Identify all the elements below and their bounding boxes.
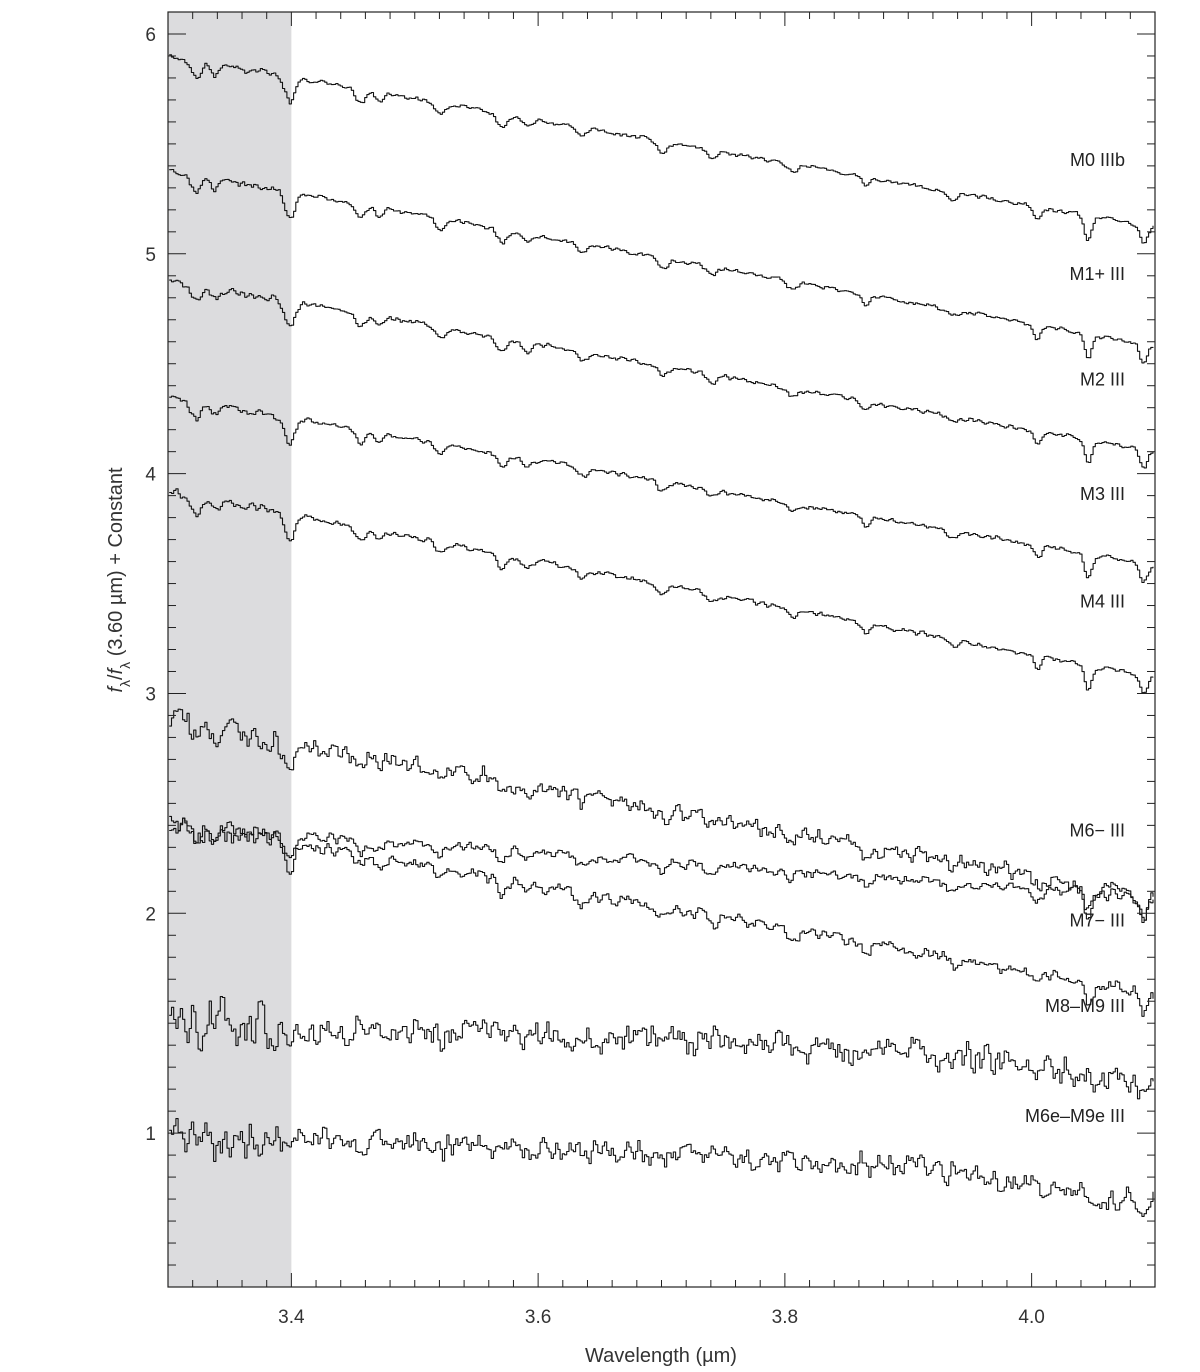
shaded-band-layer <box>168 12 292 1287</box>
y-tick-label: 2 <box>145 904 156 925</box>
x-tick-label: 4.0 <box>1018 1307 1044 1328</box>
spectrum-line <box>169 54 1154 244</box>
spectrum-line <box>169 708 1154 924</box>
y-tick-label: 5 <box>145 245 156 266</box>
shaded-region <box>168 12 292 1287</box>
y-tick-labels: 1 2 3 4 5 6 <box>145 25 156 1145</box>
spectrum-line <box>169 488 1154 694</box>
spectrum-line <box>169 168 1154 364</box>
series-label: M7− III <box>1069 910 1125 930</box>
series-label: M6e–M9e III <box>1025 1106 1125 1126</box>
series-label: M0 IIIb <box>1070 150 1125 170</box>
spectrum-line <box>169 279 1154 469</box>
x-tick-labels: 3.4 3.6 3.8 4.0 <box>278 1307 1045 1328</box>
series-label: M3 III <box>1080 484 1125 504</box>
spectrum-line <box>169 996 1154 1100</box>
y-tick-label: 6 <box>145 25 156 46</box>
tick-marks <box>168 11 1156 1287</box>
x-tick-label: 3.4 <box>278 1307 305 1328</box>
spectrum-line <box>169 817 1154 921</box>
y-tick-label: 1 <box>145 1124 156 1145</box>
spectrum-line <box>169 815 1154 1017</box>
spectrum-line <box>169 1118 1154 1217</box>
series-label: M8–M9 III <box>1045 996 1125 1016</box>
series-labels: M0 IIIb M1+ III M2 III M3 III M4 III M6− III M… <box>1025 150 1125 1126</box>
x-tick-label: 3.8 <box>772 1307 798 1328</box>
x-tick-label: 3.6 <box>525 1307 551 1328</box>
series-label: M6− III <box>1069 820 1125 840</box>
series-label: M1+ III <box>1069 264 1125 284</box>
series-label: M4 III <box>1080 592 1125 612</box>
spectra-series-layer <box>169 54 1154 1217</box>
spectrum-line <box>169 395 1154 584</box>
y-tick-label: 3 <box>145 684 156 705</box>
y-axis-title: fλ/fλ (3.60 µm) + Constant <box>105 467 133 693</box>
x-axis-title: Wavelength (µm) <box>585 1345 737 1367</box>
y-tick-label: 4 <box>145 465 156 486</box>
series-label: M2 III <box>1080 370 1125 390</box>
